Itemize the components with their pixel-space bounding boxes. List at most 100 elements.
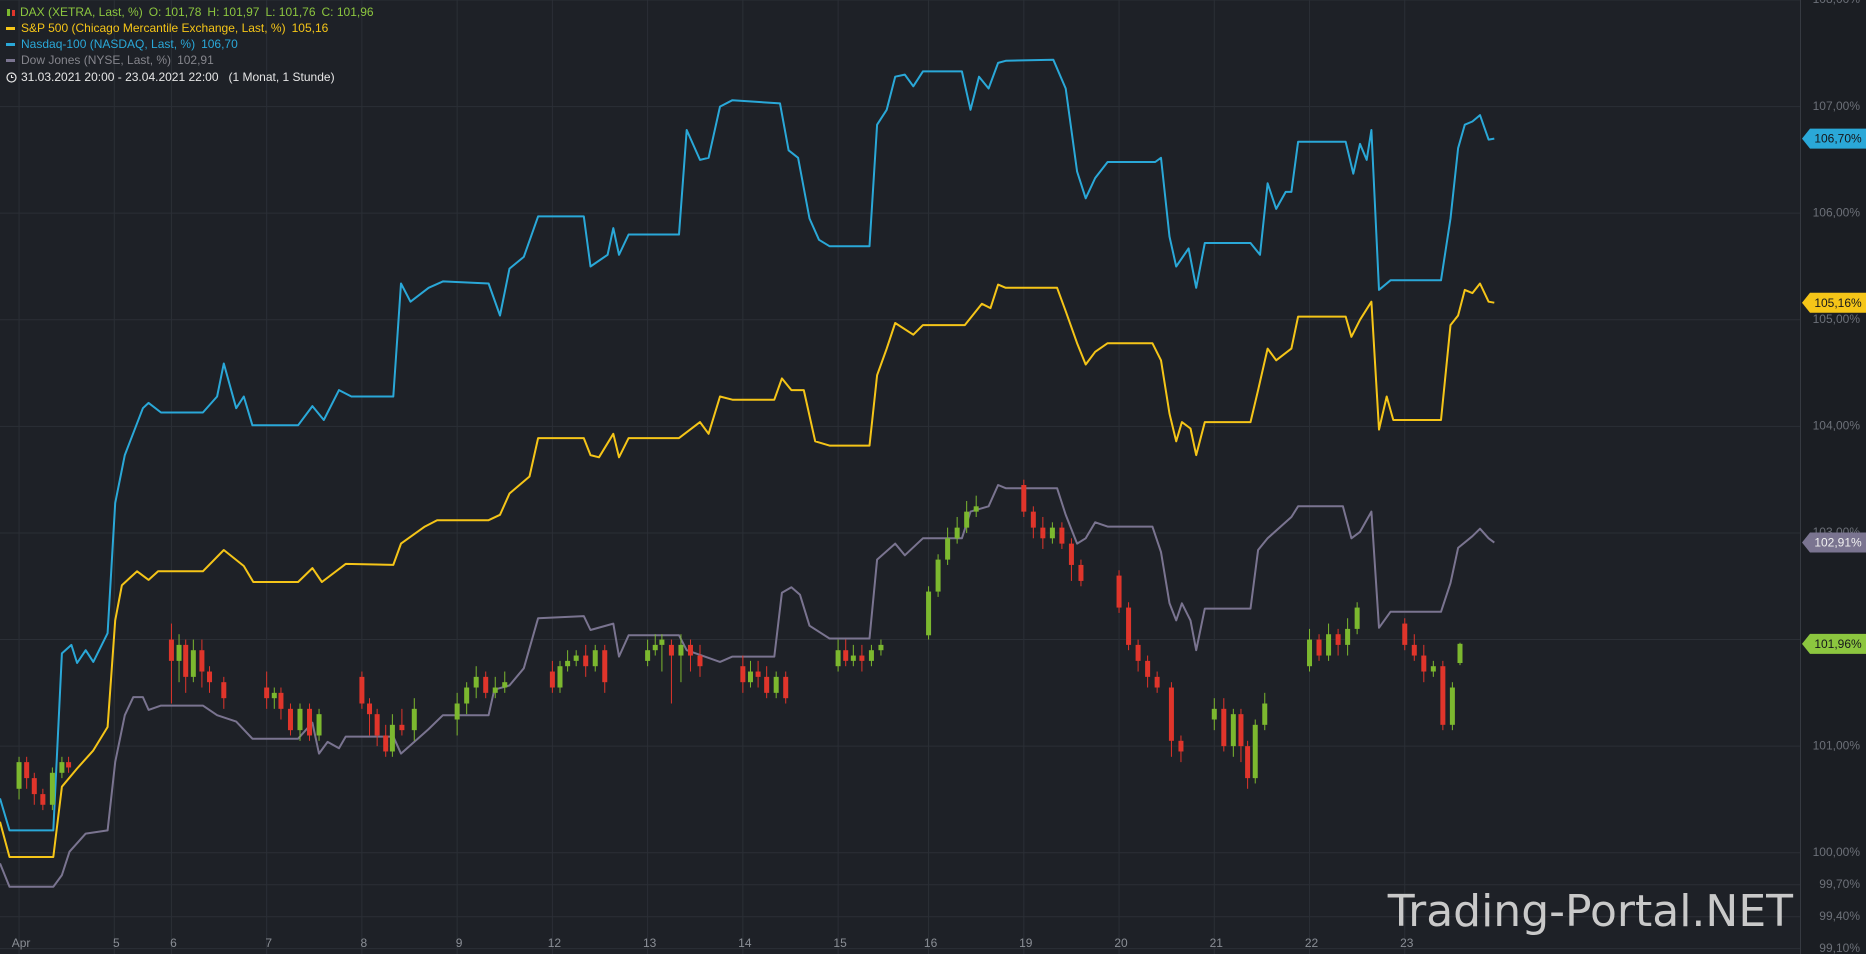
x-tick-label: 14 bbox=[738, 936, 752, 950]
y-tick-label: 106,00% bbox=[1813, 205, 1861, 219]
candle-body bbox=[1326, 634, 1332, 656]
clock-hands bbox=[10, 74, 14, 78]
candle-body bbox=[1178, 740, 1184, 752]
candle-body bbox=[878, 644, 884, 651]
candle-body bbox=[307, 708, 313, 736]
time-range: 31.03.2021 20:00 - 23.04.2021 22:00 (1 M… bbox=[21, 70, 335, 84]
candle-body bbox=[287, 708, 293, 731]
legend-name: Nasdaq-100 (NASDAQ, Last, %) bbox=[21, 37, 196, 51]
candle-body bbox=[59, 762, 65, 773]
candle-body bbox=[40, 794, 46, 805]
legend-ohlc: O: 101,78 bbox=[148, 5, 202, 19]
candle-body bbox=[549, 671, 555, 688]
series-line bbox=[0, 484, 1495, 888]
candle-body bbox=[389, 724, 395, 752]
price-tag-label: 105,16% bbox=[1814, 296, 1862, 310]
candle-body bbox=[176, 644, 182, 661]
grid bbox=[0, 0, 1800, 954]
x-tick-label: 23 bbox=[1400, 936, 1414, 950]
price-tag bbox=[1802, 633, 1866, 654]
candle-body bbox=[557, 666, 563, 688]
watermark-layer: Trading-Portal.NET bbox=[1387, 886, 1793, 937]
candle-body bbox=[168, 639, 174, 661]
candle-body bbox=[687, 644, 693, 656]
legend-value: 102,91 bbox=[177, 53, 214, 67]
candle-body bbox=[502, 682, 508, 688]
candle-body bbox=[945, 538, 951, 560]
candle-body bbox=[645, 650, 651, 661]
x-tick-label: 12 bbox=[548, 936, 562, 950]
series-line bbox=[0, 58, 1495, 832]
watermark: Trading-Portal.NET bbox=[1387, 886, 1793, 937]
y-tick-label: 101,00% bbox=[1813, 738, 1861, 752]
axis: 99,10%99,40%99,70%100,00%101,00%102,00%1… bbox=[12, 0, 1861, 954]
legend-ohlc: L: 101,76 bbox=[265, 5, 316, 19]
candle-body bbox=[1078, 564, 1084, 581]
axis-background bbox=[1800, 0, 1866, 954]
candle-body bbox=[964, 511, 970, 528]
clock-icon bbox=[6, 71, 17, 83]
candle-body bbox=[652, 644, 658, 651]
lines bbox=[0, 58, 1495, 888]
candle-body bbox=[454, 703, 460, 720]
candle-body bbox=[297, 708, 303, 731]
x-tick-label: 7 bbox=[265, 936, 272, 950]
x-tick-label: 20 bbox=[1114, 936, 1128, 950]
legend-icon-down bbox=[12, 9, 15, 16]
candle-body bbox=[1221, 708, 1227, 747]
x-tick-label: 5 bbox=[113, 936, 120, 950]
legend-swatch bbox=[6, 26, 15, 30]
candle-body bbox=[207, 671, 213, 683]
candle-body bbox=[464, 687, 470, 704]
candle-body bbox=[1168, 687, 1174, 741]
y-tick-label: 104,00% bbox=[1813, 419, 1861, 433]
candle-body bbox=[1316, 639, 1322, 656]
candle-body bbox=[740, 666, 746, 683]
candle-body bbox=[374, 714, 380, 736]
candle-body bbox=[1040, 527, 1046, 539]
candle-body bbox=[183, 644, 189, 677]
legend-row: 31.03.2021 20:00 - 23.04.2021 22:00 (1 M… bbox=[6, 69, 374, 85]
candle-body bbox=[755, 671, 761, 677]
candle-body bbox=[602, 650, 608, 683]
candle-body bbox=[747, 671, 753, 683]
clock-face bbox=[6, 71, 17, 83]
legend-swatch bbox=[6, 58, 15, 62]
candle-body bbox=[1230, 714, 1236, 747]
y-tick-label: 99,40% bbox=[1819, 909, 1860, 923]
candle-body bbox=[1421, 655, 1427, 672]
candle-body bbox=[411, 708, 417, 731]
candle-body bbox=[367, 703, 373, 715]
candle-body bbox=[1411, 644, 1417, 656]
candle-body bbox=[783, 676, 789, 699]
candle-body bbox=[1457, 643, 1463, 664]
candle-body bbox=[1068, 543, 1074, 565]
x-tick-label: 9 bbox=[456, 936, 463, 950]
x-tick-label: Apr bbox=[12, 936, 31, 950]
x-tick-label: 6 bbox=[170, 936, 177, 950]
candle-body bbox=[850, 655, 856, 661]
candle-body bbox=[359, 676, 365, 704]
legend-value: 106,70 bbox=[201, 37, 238, 51]
legend-row: S&P 500 (Chicago Mercantile Exchange, La… bbox=[6, 20, 374, 36]
legend-ohlc: H: 101,97 bbox=[207, 5, 260, 19]
candle-body bbox=[483, 676, 489, 693]
price-tag bbox=[1802, 292, 1866, 313]
legend-icon bbox=[7, 8, 15, 16]
y-tick-label: 108,00% bbox=[1813, 0, 1861, 6]
x-tick-label: 13 bbox=[643, 936, 657, 950]
legend-row: Dow Jones (NYSE, Last, %) 102,91 bbox=[6, 52, 374, 68]
candle-body bbox=[583, 655, 589, 667]
candle-body bbox=[399, 724, 405, 731]
candle-body bbox=[24, 762, 30, 779]
x-tick-label: 16 bbox=[924, 936, 938, 950]
candle-body bbox=[199, 650, 205, 672]
y-tick-label: 100,00% bbox=[1813, 845, 1861, 859]
candle-body bbox=[859, 655, 865, 661]
candle-body bbox=[1030, 511, 1036, 528]
x-tick-label: 8 bbox=[361, 936, 368, 950]
candle-body bbox=[1307, 639, 1313, 667]
price-tag-label: 102,91% bbox=[1814, 536, 1862, 550]
